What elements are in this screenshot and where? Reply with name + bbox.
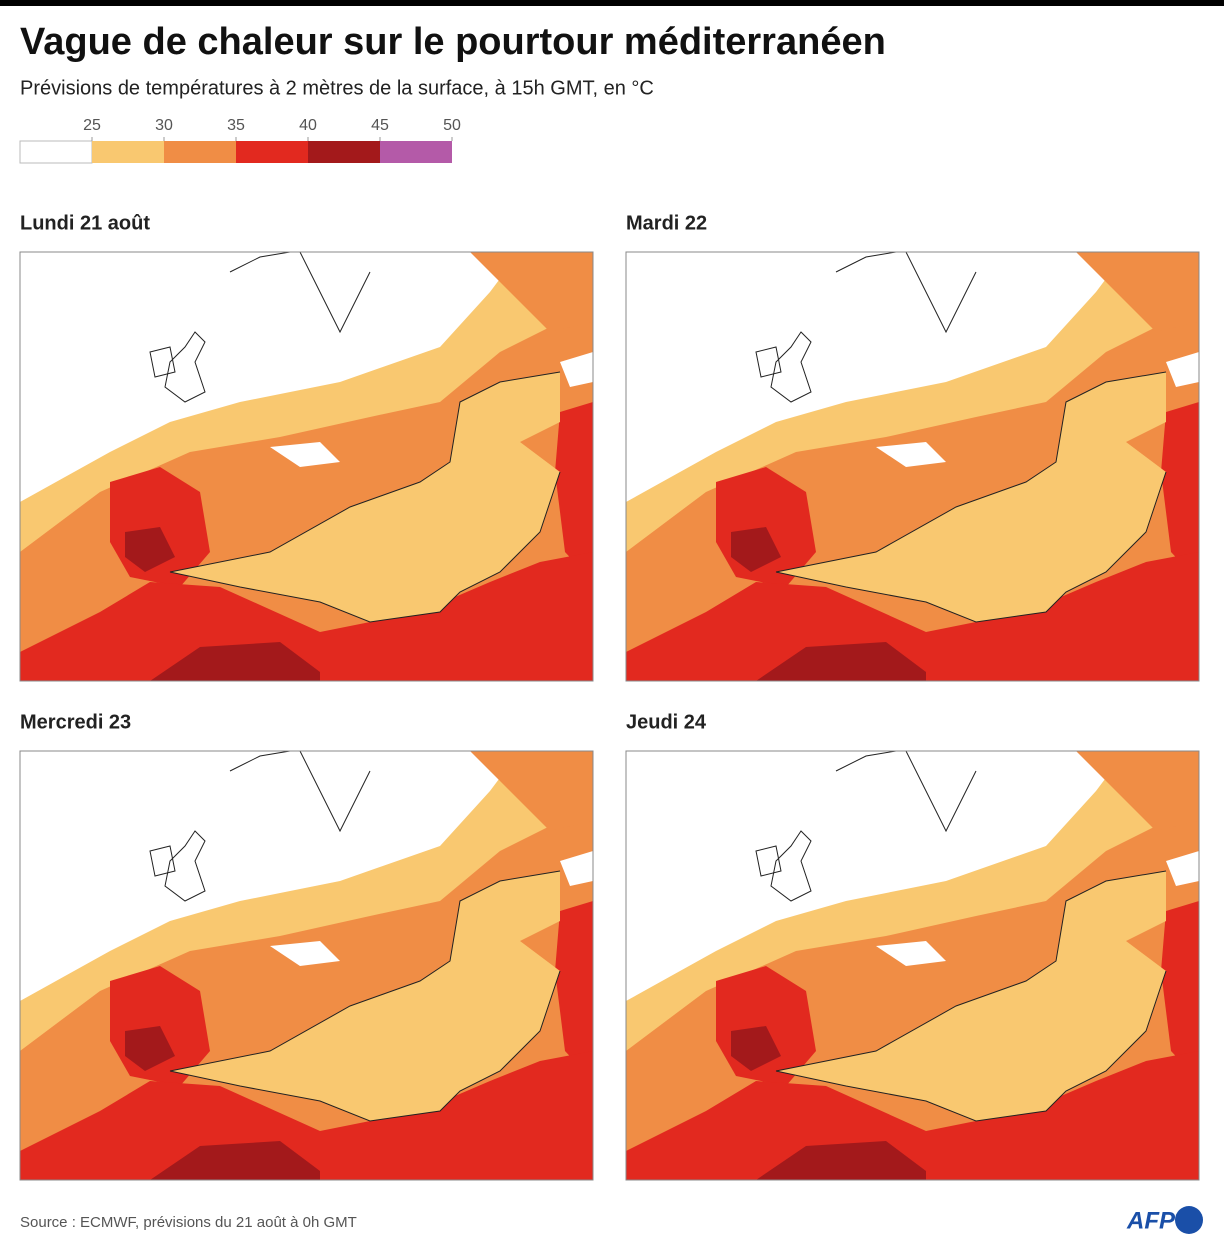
map-frame	[625, 251, 1200, 682]
map-frame	[19, 750, 594, 1181]
legend-swatch	[19, 140, 93, 164]
subtitle: Prévisions de températures à 2 mètres de…	[20, 77, 654, 99]
panel-title: Mardi 22	[626, 212, 707, 234]
legend-tick-label: 25	[83, 117, 101, 134]
logo-mark	[1175, 1206, 1203, 1234]
logo: AFP	[1126, 1207, 1176, 1234]
legend-swatch	[164, 141, 236, 163]
top-rule	[0, 0, 1224, 6]
legend-tick-label: 45	[371, 117, 389, 134]
panels: Lundi 21 août Mardi 22 Mercredi 23 Jeudi 24	[19, 212, 1200, 1181]
legend-tick-label: 35	[227, 117, 245, 134]
forecast-map	[20, 252, 593, 681]
title: Vague de chaleur sur le pourtour méditer…	[20, 21, 886, 63]
panel-title: Lundi 21 août	[20, 212, 150, 234]
legend-swatch	[308, 141, 380, 163]
legend-tick-label: 30	[155, 117, 173, 134]
legend-swatch	[92, 141, 164, 163]
legend: 25 30 35 40 45 50	[19, 117, 461, 164]
legend-swatch	[380, 141, 452, 163]
legend-tick-label: 40	[299, 117, 317, 134]
panel-title: Mercredi 23	[20, 711, 131, 733]
legend-swatch	[236, 141, 308, 163]
map-frame	[19, 251, 594, 682]
forecast-map	[20, 751, 593, 1180]
map-frame	[625, 750, 1200, 1181]
legend-tick-label: 50	[443, 117, 461, 134]
forecast-map	[626, 751, 1199, 1180]
forecast-map	[626, 252, 1199, 681]
source: Source : ECMWF, prévisions du 21 août à …	[20, 1214, 357, 1231]
panel-title: Jeudi 24	[626, 711, 707, 733]
